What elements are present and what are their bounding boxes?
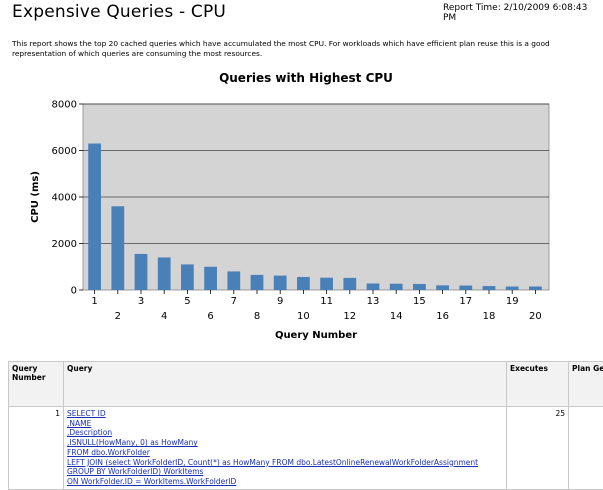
x-tick-label: 9 (277, 296, 283, 307)
table-row: 1 SELECT ID,NAME,Description,ISNULL(HowM… (9, 407, 603, 490)
y-axis: 0 2000 4000 6000 8000 (52, 100, 83, 297)
x-tick-label: 17 (459, 296, 472, 307)
bar-query-1[interactable] (88, 144, 101, 290)
bar-query-7[interactable] (227, 271, 240, 290)
bar-query-14[interactable] (390, 284, 403, 290)
bar-query-8[interactable] (251, 275, 264, 290)
bar-query-17[interactable] (459, 286, 472, 290)
x-tick-label: 20 (529, 311, 542, 322)
x-tick-label: 5 (184, 296, 190, 307)
query-line[interactable]: ,ISNULL(HowMany, 0) as HowMany (67, 438, 503, 448)
bar-query-20[interactable] (529, 287, 542, 290)
x-tick-label: 2 (115, 311, 121, 322)
query-line[interactable]: ,NAME (67, 419, 503, 429)
x-tick-label: 7 (231, 296, 237, 307)
col-header-plan-generation[interactable]: Plan Genera (569, 362, 603, 407)
x-tick-label: 3 (138, 296, 144, 307)
x-tick-label: 8 (254, 311, 260, 322)
x-tick-label: 19 (506, 296, 519, 307)
y-tick-label: 2000 (52, 239, 77, 250)
x-tick-label: 14 (390, 311, 403, 322)
col-header-query[interactable]: Query (64, 362, 507, 407)
query-line[interactable]: SELECT ID (67, 409, 503, 419)
query-number-cell: 1 (9, 407, 64, 490)
chart-title: Queries with Highest CPU (219, 71, 393, 85)
report-time: Report Time: 2/10/2009 6:08:43 PM (443, 3, 603, 23)
query-text-cell: SELECT ID,NAME,Description,ISNULL(HowMan… (64, 407, 507, 490)
x-tick-label: 6 (207, 311, 213, 322)
x-tick-label: 10 (297, 311, 310, 322)
y-tick-label: 4000 (52, 193, 77, 204)
y-axis-label: CPU (ms) (30, 171, 41, 223)
query-line[interactable]: ,Description (67, 428, 503, 438)
bar-query-9[interactable] (274, 276, 287, 290)
bar-query-2[interactable] (111, 206, 124, 290)
x-tick-label: 13 (367, 296, 380, 307)
bar-query-15[interactable] (413, 284, 426, 290)
x-tick-label: 18 (483, 311, 496, 322)
col-header-query-number[interactable]: Query Number (9, 362, 64, 407)
query-line[interactable]: GROUP BY WorkFolderID) WorkItems (67, 467, 503, 477)
y-tick-label: 6000 (52, 146, 77, 157)
bar-query-6[interactable] (204, 267, 217, 290)
bar-query-16[interactable] (436, 285, 449, 290)
query-text[interactable]: SELECT ID,NAME,Description,ISNULL(HowMan… (67, 409, 503, 487)
bar-query-13[interactable] (367, 283, 380, 290)
query-line[interactable]: FROM dbo.WorkFolder (67, 448, 503, 458)
cpu-bar-chart: Queries with Highest CPU 020004000600080… (0, 62, 603, 352)
bar-query-10[interactable] (297, 277, 310, 290)
col-header-executes[interactable]: Executes (507, 362, 569, 407)
x-tick-label: 16 (436, 311, 449, 322)
x-axis-label: Query Number (275, 330, 357, 341)
plan-generation-cell (569, 407, 603, 490)
bar-query-5[interactable] (181, 264, 194, 290)
table-header-row: Query Number Query Executes Plan Genera (9, 362, 603, 407)
bar-query-11[interactable] (320, 278, 333, 290)
y-tick-label: 8000 (52, 100, 77, 111)
x-tick-label: 15 (413, 296, 426, 307)
bar-query-18[interactable] (483, 286, 496, 290)
x-tick-label: 1 (91, 296, 97, 307)
y-tick-label: 0 (71, 286, 77, 297)
x-tick-label: 11 (320, 296, 333, 307)
query-line[interactable]: LEFT JOIN (select WorkFolderID, Count(*)… (67, 458, 503, 468)
bar-query-4[interactable] (158, 257, 171, 290)
x-tick-label: 4 (161, 311, 167, 322)
report-title: Expensive Queries - CPU (12, 2, 226, 22)
report-description: This report shows the top 20 cached quer… (12, 39, 597, 59)
query-line[interactable]: ON WorkFolder.ID = WorkItems.WorkFolderI… (67, 477, 503, 487)
executes-cell: 25 (507, 407, 569, 490)
x-tick-label: 12 (343, 311, 356, 322)
bar-query-19[interactable] (506, 287, 519, 290)
queries-table: Query Number Query Executes Plan Genera … (8, 361, 603, 490)
bar-query-12[interactable] (343, 278, 356, 290)
bar-query-3[interactable] (135, 254, 148, 290)
